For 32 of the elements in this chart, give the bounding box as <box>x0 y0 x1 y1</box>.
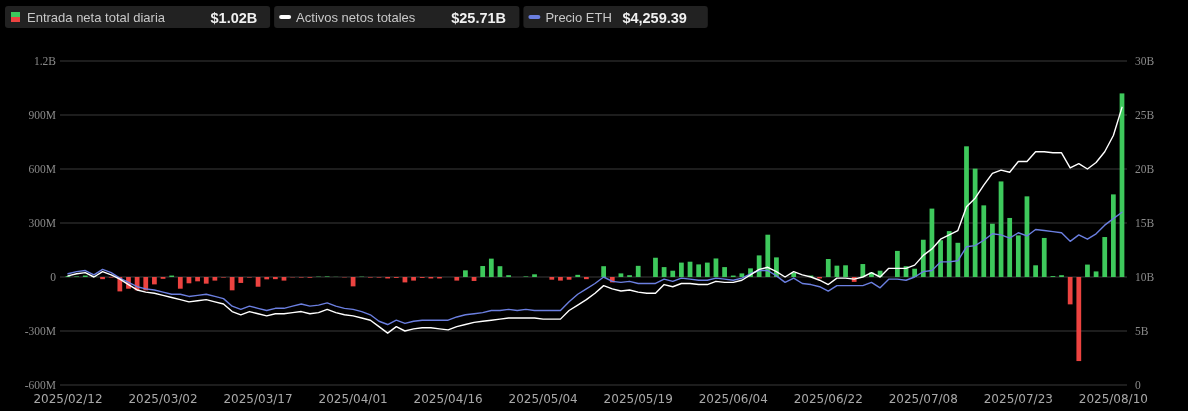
y2-tick-label: 25B <box>1135 109 1155 121</box>
x-tick-label: 2025/08/10 <box>1078 392 1148 406</box>
x-tick-label: 2025/03/02 <box>128 392 198 406</box>
text: $25.71B <box>451 9 507 26</box>
y2-tick-label: 20B <box>1135 163 1155 175</box>
x-tick-label: 2025/06/04 <box>698 392 768 406</box>
y2-tick-label: 30B <box>1135 55 1155 67</box>
x-tick-label: 2025/06/22 <box>793 392 863 406</box>
legend-label: Precio ETH <box>545 10 612 25</box>
text: $1.02B <box>210 9 258 26</box>
legend-label: Activos netos totales <box>296 10 416 25</box>
x-tick-label: 2025/04/16 <box>413 392 483 406</box>
x-tick-label: 2025/07/08 <box>888 392 958 406</box>
y-tick-label: -300M <box>24 325 56 337</box>
x-tick-label: 2025/07/23 <box>983 392 1053 406</box>
text: $4,259.39 <box>622 9 687 26</box>
y-tick-label: 900M <box>28 109 56 121</box>
y2-tick-label: 5B <box>1135 325 1149 337</box>
x-tick-label: 2025/05/04 <box>508 392 578 406</box>
x-tick-label: 2025/04/01 <box>318 392 388 406</box>
y2-tick-label: 15B <box>1135 217 1155 229</box>
y2-tick-label: 0 <box>1135 379 1141 391</box>
x-tick-label: 2025/03/17 <box>223 392 293 406</box>
y-tick-label: 1.2B <box>33 55 57 67</box>
legend-label: Entrada neta total diaria <box>27 10 166 25</box>
x-tick-label: 2025/05/19 <box>603 392 673 406</box>
y-tick-label: 600M <box>28 163 56 175</box>
x-tick-label: 2025/02/12 <box>33 392 103 406</box>
y-tick-label: 0 <box>50 271 57 283</box>
y2-tick-label: 10B <box>1135 271 1155 283</box>
y-tick-label: -600M <box>24 379 56 391</box>
y-tick-label: 300M <box>28 217 56 229</box>
